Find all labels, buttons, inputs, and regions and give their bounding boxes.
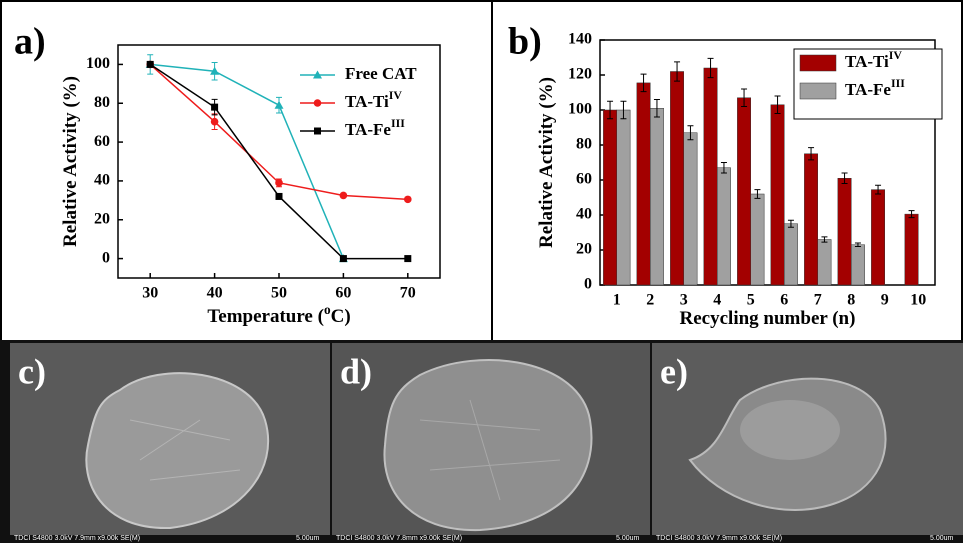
y-tick-label: 40 (576, 206, 592, 223)
bar (818, 240, 831, 286)
y-tick-label: 0 (584, 276, 592, 293)
y-tick-label: 60 (94, 133, 110, 150)
x-axis-label-part: Recycling number (n) (680, 308, 856, 329)
sem-panel: d) TDCI S4800 3.0kV 7.8mm x9.00k SE(M) 5… (332, 343, 650, 542)
bar (804, 154, 817, 285)
marker (276, 193, 283, 200)
sem-scale: 5.00um (616, 535, 640, 542)
bar (670, 72, 683, 286)
x-tick-label: 30 (142, 285, 158, 302)
bar (704, 68, 717, 285)
bar (737, 98, 750, 285)
sem-scale: 5.00um (296, 535, 320, 542)
legend-label-sup: IV (889, 48, 903, 62)
x-tick-label: 7 (814, 292, 822, 309)
x-tick-label: 3 (680, 292, 688, 309)
x-axis-label-part: Temperature ( (207, 306, 324, 327)
marker (147, 61, 154, 68)
x-tick-label: 2 (646, 292, 654, 309)
y-tick-label: 20 (94, 210, 110, 227)
bar (751, 194, 764, 285)
panel-label: c) (18, 351, 46, 391)
bar (871, 190, 884, 285)
y-tick-label: 60 (576, 171, 592, 188)
bar (784, 224, 797, 285)
marker (314, 99, 322, 107)
y-tick-label: 0 (102, 249, 110, 266)
bar (905, 214, 918, 285)
sem-panel: e) TDCI S4800 3.0kV 7.9mm x9.00k SE(M) 5… (652, 343, 963, 542)
y-axis-label: Relative Activity (%) (60, 76, 81, 247)
bar (603, 110, 616, 285)
y-tick-label: 20 (576, 241, 592, 258)
legend-swatch (800, 55, 836, 71)
marker (340, 192, 348, 200)
legend-label-sup: III (891, 76, 905, 90)
legend-label-part: TA-Fe (845, 80, 891, 99)
x-tick-label: 10 (910, 292, 926, 309)
x-tick-label: 50 (271, 285, 287, 302)
marker (404, 255, 411, 262)
sem-caption: TDCI S4800 3.0kV 7.8mm x9.00k SE(M) (336, 535, 462, 542)
y-tick-label: 80 (576, 136, 592, 153)
y-tick-label: 140 (568, 31, 592, 48)
bar (771, 105, 784, 285)
x-tick-label: 4 (713, 292, 721, 309)
bar (851, 245, 864, 285)
y-axis-label-part: Relative Activity (%) (60, 76, 81, 247)
legend-label-sup: IV (389, 88, 403, 102)
bar (617, 110, 630, 285)
panel-label: d) (340, 351, 372, 391)
bar (650, 108, 663, 285)
x-tick-label: 9 (881, 292, 889, 309)
x-tick-label: 6 (780, 292, 788, 309)
sem-caption: TDCI S4800 3.0kV 7.9mm x9.00k SE(M) (14, 535, 140, 542)
legend-label-part: Free CAT (345, 64, 417, 83)
marker (404, 196, 412, 204)
marker (314, 128, 321, 135)
y-tick-label: 80 (94, 94, 110, 111)
marker (340, 255, 347, 262)
legend-label-part: TA-Ti (345, 92, 389, 111)
legend-label-part: TA-Ti (845, 52, 889, 71)
y-tick-label: 100 (86, 55, 110, 72)
y-axis-label-part: Relative Activity (%) (536, 77, 557, 248)
bar (838, 178, 851, 285)
panel-label: e) (660, 351, 688, 391)
x-tick-label: 60 (335, 285, 351, 302)
y-tick-label: 40 (94, 172, 110, 189)
panel-label: b) (508, 21, 542, 63)
bar (637, 83, 650, 285)
sem-scale: 5.00um (930, 535, 954, 542)
x-axis-label: Recycling number (n) (680, 308, 856, 329)
marker (211, 104, 218, 111)
x-tick-label: 40 (207, 285, 223, 302)
panel-label: a) (14, 21, 46, 63)
marker (275, 179, 283, 187)
sem-caption: TDCI S4800 3.0kV 7.9mm x9.00k SE(M) (656, 535, 782, 542)
legend-label-part: TA-Fe (345, 120, 391, 139)
marker (211, 118, 219, 126)
legend-swatch (800, 83, 836, 99)
figure: c) TDCI S4800 3.0kV 7.9mm x9.00k SE(M) 5… (0, 0, 963, 543)
x-tick-label: 5 (747, 292, 755, 309)
legend-label: Free CAT (345, 64, 417, 83)
y-tick-label: 120 (568, 66, 592, 83)
x-tick-label: 70 (400, 285, 416, 302)
bar (717, 168, 730, 285)
sem-panel: c) TDCI S4800 3.0kV 7.9mm x9.00k SE(M) 5… (10, 343, 330, 542)
x-tick-label: 1 (613, 292, 621, 309)
x-axis-label-part: C) (331, 306, 351, 327)
y-axis-label: Relative Activity (%) (536, 77, 557, 248)
x-tick-label: 8 (847, 292, 855, 309)
legend-label-sup: III (391, 116, 405, 130)
bar (684, 133, 697, 285)
y-tick-label: 100 (568, 101, 592, 118)
